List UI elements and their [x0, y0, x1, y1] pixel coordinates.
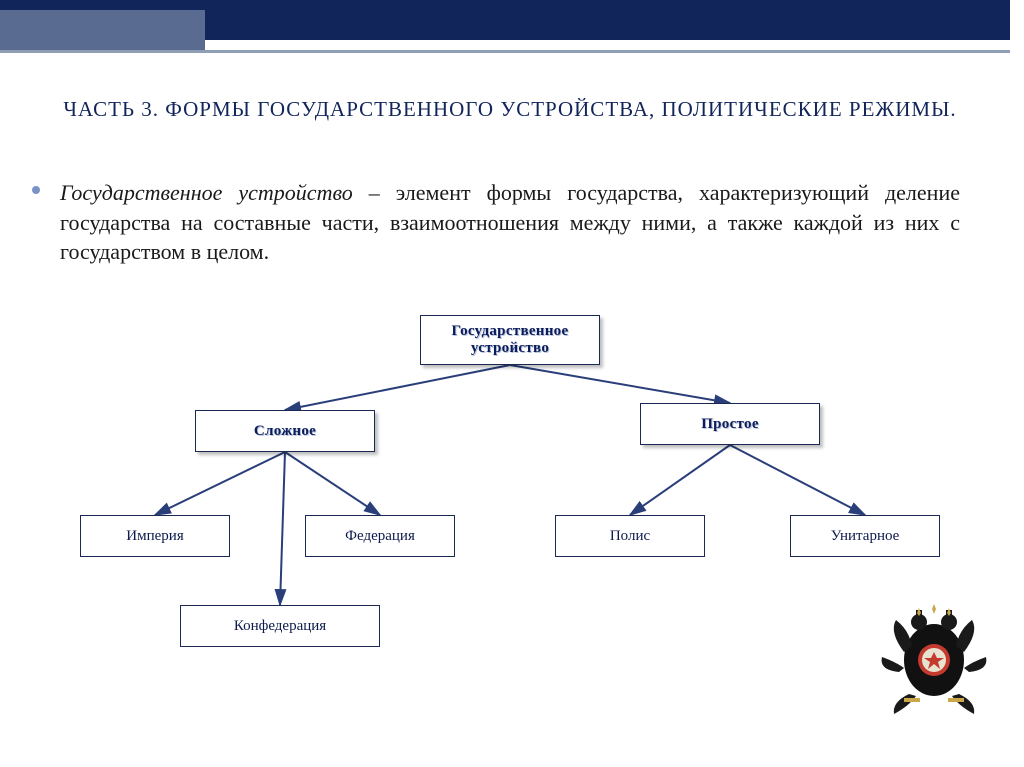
node-unit: Унитарное — [790, 515, 940, 557]
node-polis: Полис — [555, 515, 705, 557]
node-label-root: Государственноеустройство — [446, 319, 575, 361]
node-emp: Империя — [80, 515, 230, 557]
node-fed: Федерация — [305, 515, 455, 557]
node-label-emp: Империя — [120, 524, 189, 549]
term: Государственное устройство — [60, 180, 353, 205]
header-underline — [0, 50, 1010, 53]
node-label-unit: Унитарное — [825, 524, 906, 549]
node-label-polis: Полис — [604, 524, 656, 549]
slide-title: ЧАСТЬ 3. ФОРМЫ ГОСУДАРСТВЕННОГО УСТРОЙСТ… — [60, 95, 960, 124]
emblem-icon — [874, 602, 994, 727]
bullet-icon — [32, 186, 40, 194]
edge-simple-polis — [630, 445, 730, 515]
node-complex: Сложное — [195, 410, 375, 452]
edge-root-simple — [510, 365, 730, 403]
edge-simple-unit — [730, 445, 865, 515]
node-label-fed: Федерация — [339, 524, 421, 549]
node-root: Государственноеустройство — [420, 315, 600, 365]
node-label-complex: Сложное — [248, 419, 322, 444]
node-label-conf: Конфедерация — [228, 614, 332, 639]
edge-complex-conf — [280, 452, 285, 605]
edge-complex-fed — [285, 452, 380, 515]
diagram-area: Государственноеустройство Сложное Простое И… — [0, 315, 1024, 695]
body-paragraph: Государственное устройство – элемент фор… — [60, 178, 960, 267]
node-conf: Конфедерация — [180, 605, 380, 647]
diagram-edges — [0, 315, 1024, 695]
node-simple: Простое — [640, 403, 820, 445]
header-accent — [0, 10, 205, 50]
node-label-simple: Простое — [695, 412, 765, 437]
edge-root-complex — [285, 365, 510, 410]
slide: ЧАСТЬ 3. ФОРМЫ ГОСУДАРСТВЕННОГО УСТРОЙСТ… — [0, 0, 1024, 767]
edge-complex-emp — [155, 452, 285, 515]
